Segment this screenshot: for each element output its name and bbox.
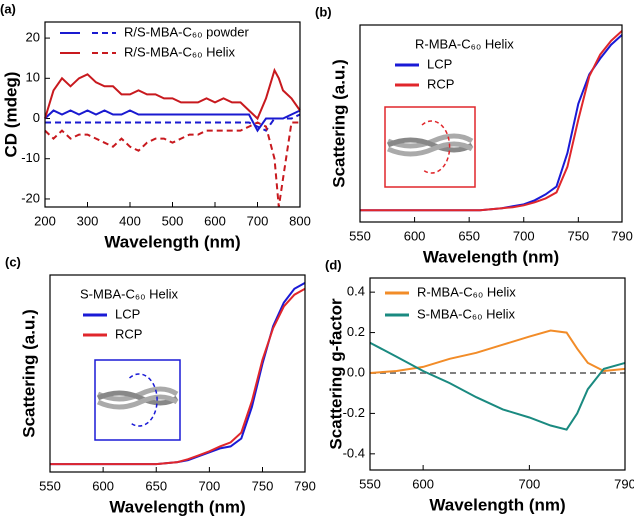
x-axis-label: Wavelength (nm) [429,495,565,514]
rotation-arrow [421,120,451,174]
y-tick-label: 0 [33,110,40,125]
x-tick-label: 200 [34,213,56,228]
x-tick-label: 650 [458,228,480,243]
x-axis-label: Wavelength (nm) [109,497,245,516]
legend-label: R/S-MBA-C₆₀ Helix [124,44,236,59]
data-line [369,329,626,374]
x-tick-label: 750 [252,478,274,493]
x-tick-label: 790 [611,228,633,243]
panel-label: (a) [0,1,16,16]
data-line [360,30,623,212]
inset-helix [94,359,181,441]
x-tick-label: 700 [199,478,221,493]
y-axis-label: CD (mdeg) [1,72,20,158]
legend-label: R/S-MBA-C₆₀ powder [124,24,249,39]
y-tick-label: -20 [21,190,40,205]
data-line [45,113,301,132]
y-tick-label: -10 [21,150,40,165]
rotation-arrow [128,373,158,427]
legend-label: LCP [427,56,452,71]
x-axis-label: Wavelength (nm) [104,232,240,251]
inset-helix [384,106,476,188]
x-tick-label: 700 [247,213,269,228]
panel-label: (b) [315,4,332,19]
data-line [369,341,626,431]
y-tick-label: -0.2 [343,405,365,420]
plot-frame [369,277,626,471]
x-tick-label: 400 [119,213,141,228]
x-tick-label: 550 [349,228,371,243]
x-tick-label: 800 [289,213,311,228]
x-tick-label: 500 [162,213,184,228]
x-tick-label: 600 [92,478,114,493]
x-tick-label: 700 [513,228,535,243]
x-tick-label: 300 [77,213,99,228]
data-line [44,121,300,208]
helix-strand [96,394,179,410]
helix-strand [386,141,474,157]
legend-title: S-MBA-C₆₀ Helix [80,286,179,301]
y-axis-label: Scattering (a.u.) [329,59,348,187]
data-line [50,287,306,466]
legend-label: R-MBA-C₆₀ Helix [417,284,516,299]
helix-strand [96,386,179,402]
plot-frame [49,274,306,473]
panel-label: (d) [325,257,342,272]
plot-frame [359,24,623,223]
plot-frame [44,21,301,208]
legend-label: RCP [427,76,454,91]
y-tick-label: 0.4 [347,284,365,299]
helix-strand [96,390,179,406]
y-axis-label: Scattering (a.u.) [19,309,38,437]
x-tick-label: 700 [519,476,541,491]
helix-strand [386,133,474,149]
y-axis-label: Scattering g-factor [326,298,345,450]
legend-label: LCP [115,306,140,321]
panel-label: (c) [5,254,21,269]
data-line [44,67,301,121]
x-axis-label: Wavelength (nm) [423,247,559,266]
x-tick-label: 750 [567,228,589,243]
y-tick-label: 0.2 [347,324,365,339]
x-tick-label: 600 [404,228,426,243]
x-tick-label: 790 [294,478,316,493]
x-tick-label: 550 [39,478,61,493]
legend-label: S-MBA-C₆₀ Helix [417,306,516,321]
helix-strand [386,137,474,153]
legend-title: R-MBA-C₆₀ Helix [415,36,514,51]
x-tick-label: 790 [614,476,634,491]
x-tick-label: 600 [204,213,226,228]
y-tick-label: 0.0 [347,364,365,379]
y-tick-label: 10 [26,70,40,85]
y-tick-label: 20 [26,30,40,45]
data-line [44,109,301,133]
x-tick-label: 600 [412,476,434,491]
legend-label: RCP [115,326,142,341]
x-tick-label: 650 [145,478,167,493]
x-tick-label: 550 [359,476,381,491]
y-tick-label: -0.4 [343,445,365,460]
